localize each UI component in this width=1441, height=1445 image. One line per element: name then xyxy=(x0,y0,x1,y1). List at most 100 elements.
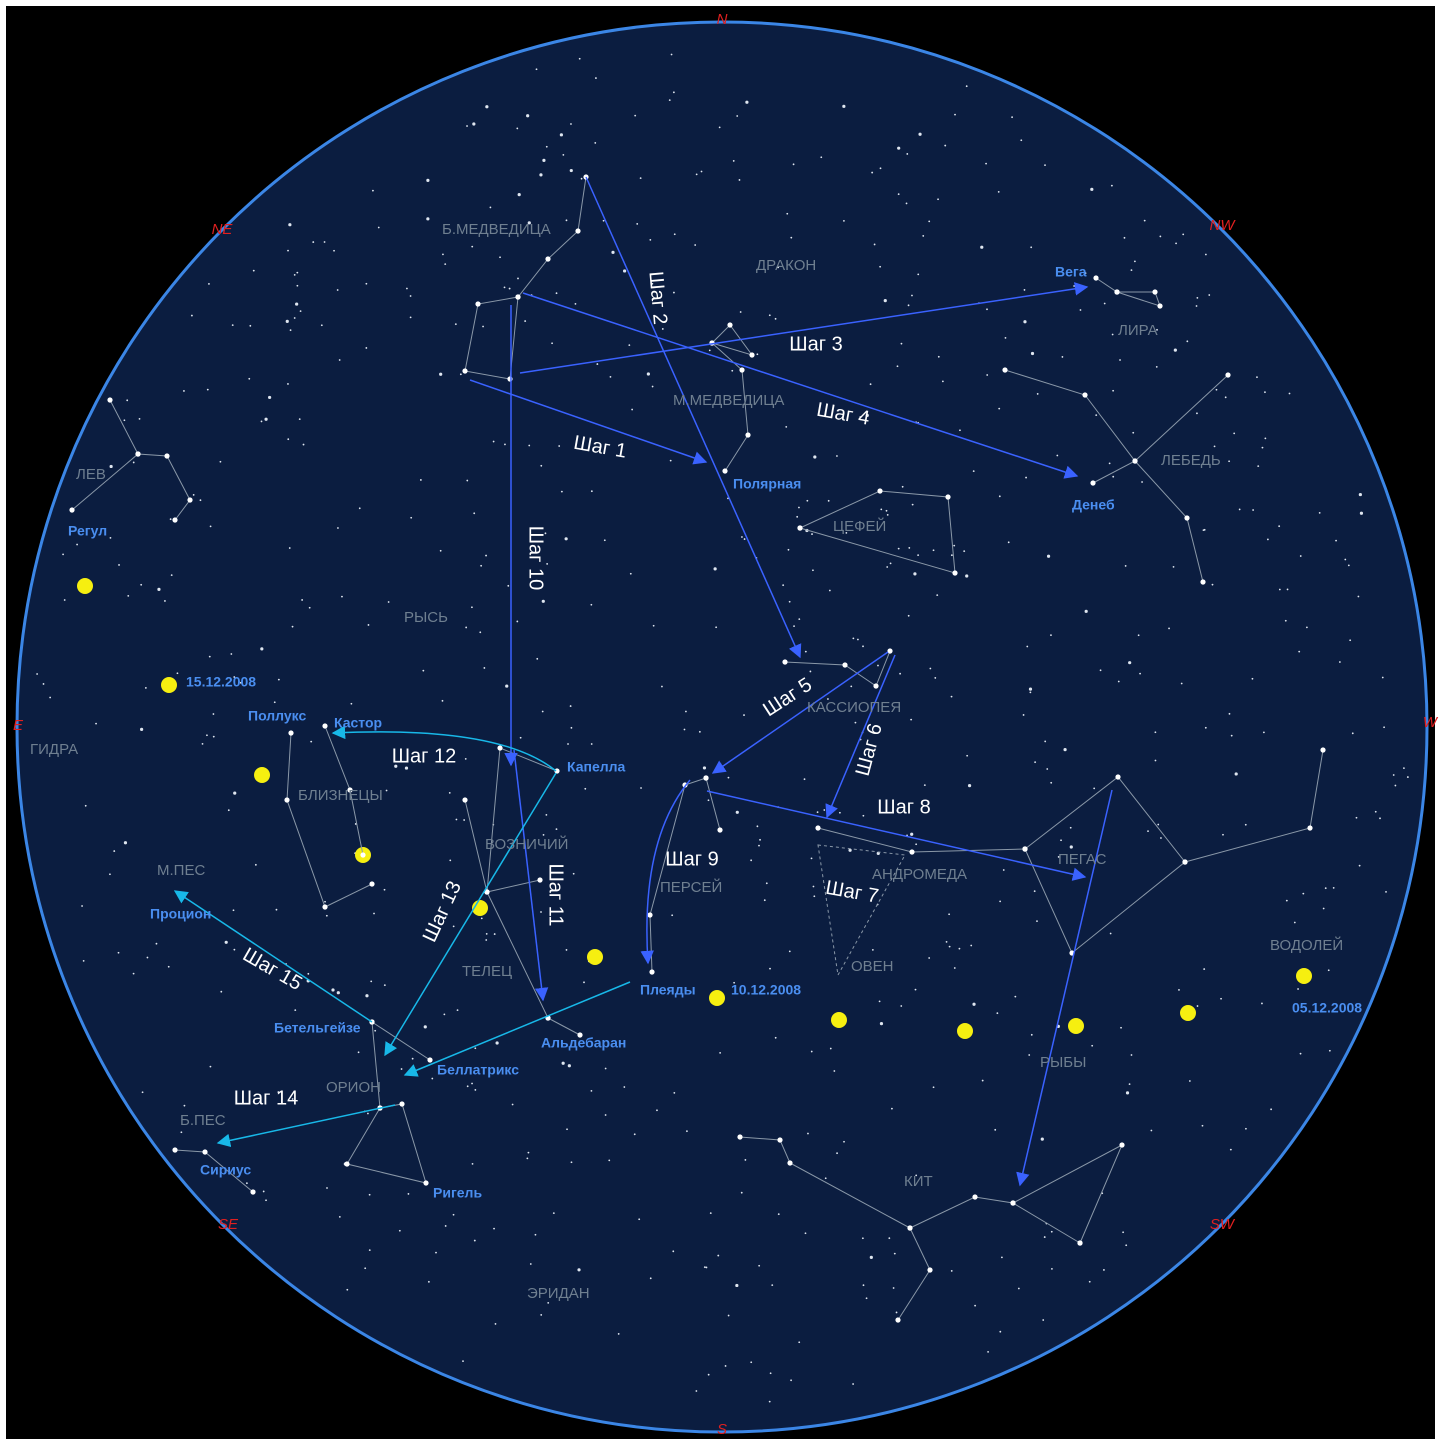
bright-star xyxy=(722,468,728,474)
background-star xyxy=(249,324,252,327)
background-star xyxy=(260,647,264,651)
background-star xyxy=(865,413,869,418)
background-star xyxy=(848,848,852,852)
background-star xyxy=(287,383,289,385)
background-star xyxy=(879,265,882,268)
bright-star xyxy=(727,322,733,328)
background-star xyxy=(1150,1129,1153,1132)
background-star xyxy=(1030,351,1035,356)
constellation-name: ЛЕВ xyxy=(76,466,106,483)
compass-label: SW xyxy=(1210,1216,1236,1233)
background-star xyxy=(385,789,388,792)
background-star xyxy=(462,1360,464,1363)
background-star xyxy=(782,584,785,587)
background-star xyxy=(996,1012,999,1015)
background-star xyxy=(407,1193,410,1195)
background-star xyxy=(1143,219,1146,222)
background-star xyxy=(1014,995,1017,998)
background-star xyxy=(1222,833,1224,836)
background-star xyxy=(564,537,568,541)
background-star xyxy=(495,1041,499,1045)
background-star xyxy=(527,221,531,225)
constellation-lines xyxy=(69,174,1326,1323)
background-star xyxy=(623,269,627,273)
compass-label: W xyxy=(1423,714,1439,731)
background-star xyxy=(965,574,969,578)
background-star xyxy=(669,459,672,462)
background-star xyxy=(878,1000,881,1003)
background-star xyxy=(709,1212,712,1215)
background-star xyxy=(895,1311,898,1314)
background-star xyxy=(333,249,335,252)
bright-star xyxy=(1225,372,1231,378)
background-star xyxy=(987,1351,989,1353)
background-star xyxy=(744,1159,747,1161)
background-star xyxy=(876,851,880,855)
constellation-line xyxy=(739,1136,931,1321)
moon xyxy=(254,767,270,783)
background-star xyxy=(464,758,467,760)
bright-star xyxy=(462,797,468,803)
background-star xyxy=(473,1239,476,1242)
background-star xyxy=(569,168,573,173)
background-star xyxy=(570,726,573,729)
background-star xyxy=(529,1263,532,1265)
constellation-line xyxy=(486,747,558,1019)
background-star xyxy=(787,548,790,551)
background-star xyxy=(1196,412,1198,415)
background-star xyxy=(566,1128,568,1131)
background-star xyxy=(922,235,925,237)
background-star xyxy=(1060,839,1062,842)
background-star xyxy=(155,942,158,945)
compass-label: NE xyxy=(212,221,234,238)
background-star xyxy=(494,1323,497,1325)
background-star xyxy=(611,250,615,254)
background-star xyxy=(180,1131,183,1134)
background-star xyxy=(705,1266,708,1269)
background-star xyxy=(862,1284,865,1287)
background-star xyxy=(1084,609,1088,613)
background-star xyxy=(157,587,161,591)
bright-star xyxy=(172,1147,178,1153)
background-star xyxy=(285,319,289,323)
bright-star xyxy=(172,517,178,523)
background-star xyxy=(439,372,443,376)
background-star xyxy=(138,418,141,420)
background-star xyxy=(277,678,280,681)
background-star xyxy=(907,614,910,617)
background-star xyxy=(1004,337,1007,339)
background-star xyxy=(1383,726,1385,729)
background-star xyxy=(109,873,111,876)
background-star xyxy=(1043,1236,1046,1238)
background-star xyxy=(602,219,605,222)
background-star xyxy=(398,1229,401,1232)
background-star xyxy=(1233,432,1236,435)
background-star xyxy=(609,375,612,378)
background-star xyxy=(936,594,939,596)
background-star xyxy=(312,241,315,243)
background-star xyxy=(639,177,642,180)
background-star xyxy=(1175,242,1177,245)
date-label: 05.12.2008 xyxy=(1292,1000,1362,1016)
step-label: Шаг 10 xyxy=(525,526,547,591)
background-star xyxy=(1139,672,1141,675)
background-star xyxy=(516,127,519,130)
background-star xyxy=(732,160,735,162)
background-star xyxy=(928,957,931,959)
constellation-line xyxy=(649,777,707,973)
background-star xyxy=(717,1254,720,1257)
background-star xyxy=(1305,626,1308,629)
star-name: Беллатрикс xyxy=(437,1062,519,1078)
background-star xyxy=(466,479,469,482)
background-star xyxy=(1229,1148,1232,1151)
background-star xyxy=(735,810,739,814)
background-star xyxy=(900,1005,903,1007)
background-star xyxy=(683,728,686,731)
constellation-name: КИТ xyxy=(904,1173,933,1190)
step-label: Шаг 3 xyxy=(789,333,842,355)
background-star xyxy=(1130,1054,1133,1056)
background-star xyxy=(932,549,935,552)
background-star xyxy=(1328,1049,1331,1052)
background-star xyxy=(423,1025,427,1029)
step-arrows xyxy=(173,176,1113,1187)
